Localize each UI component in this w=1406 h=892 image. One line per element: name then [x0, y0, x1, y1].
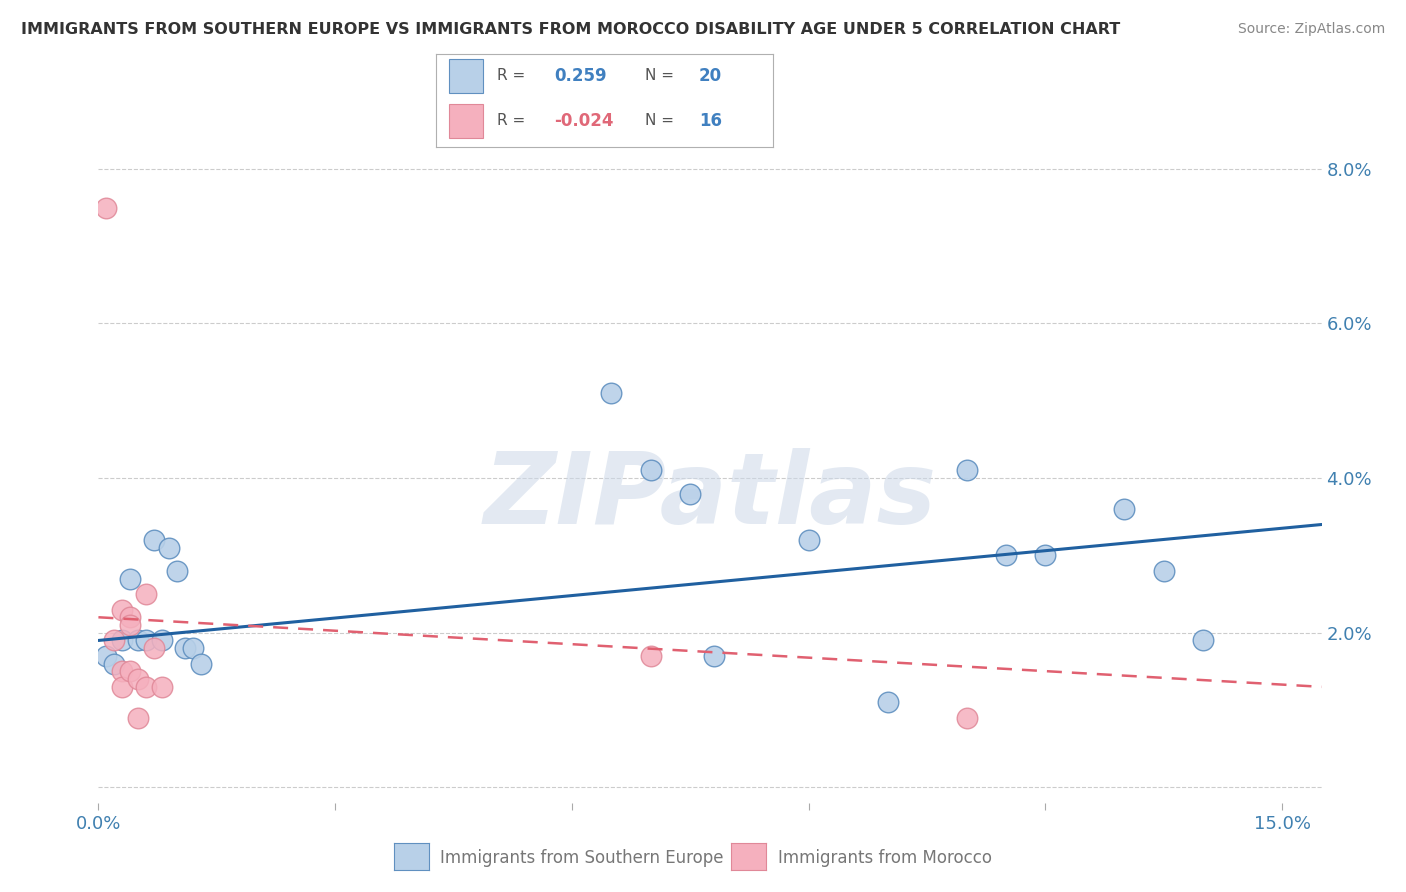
Point [135, 680, 157, 694]
Point [111, 665, 134, 679]
Point [96, 648, 118, 663]
Point [142, 641, 165, 656]
Point [127, 633, 149, 648]
Point [703, 648, 725, 663]
Point [135, 587, 157, 601]
Point [174, 641, 197, 656]
Text: N =: N = [645, 113, 673, 128]
Point [600, 386, 623, 401]
Text: R =: R = [496, 113, 524, 128]
Point [111, 602, 134, 616]
Point [1035, 549, 1057, 563]
Point [159, 541, 181, 555]
Point [127, 672, 149, 686]
Point [955, 711, 977, 725]
Bar [450, 104, 484, 138]
Point [118, 572, 141, 586]
Point [876, 695, 898, 709]
Point [118, 610, 141, 624]
Text: IMMIGRANTS FROM SOUTHERN EUROPE VS IMMIGRANTS FROM MOROCCO DISABILITY AGE UNDER : IMMIGRANTS FROM SOUTHERN EUROPE VS IMMIG… [21, 22, 1121, 37]
Text: N =: N = [645, 69, 673, 84]
Point [679, 486, 702, 500]
Point [640, 463, 662, 477]
Text: -0.024: -0.024 [554, 112, 613, 130]
Point [181, 641, 204, 656]
Point [118, 618, 141, 632]
Point [166, 564, 188, 578]
Text: 16: 16 [699, 112, 723, 130]
Point [150, 633, 173, 648]
Point [142, 533, 165, 547]
Point [1153, 564, 1175, 578]
Text: 20: 20 [699, 67, 723, 85]
Text: ZIPatlas: ZIPatlas [484, 448, 936, 545]
Point [127, 711, 149, 725]
Point [190, 657, 212, 671]
Point [955, 463, 977, 477]
Point [111, 680, 134, 694]
Point [1114, 502, 1136, 516]
Y-axis label: Disability Age Under 5: Disability Age Under 5 [0, 354, 8, 556]
Text: 0.259: 0.259 [554, 67, 606, 85]
Point [1192, 633, 1215, 648]
Point [118, 665, 141, 679]
Point [103, 657, 125, 671]
Point [103, 633, 125, 648]
Point [96, 201, 118, 215]
Point [135, 633, 157, 648]
Point [111, 633, 134, 648]
Text: Source: ZipAtlas.com: Source: ZipAtlas.com [1237, 22, 1385, 37]
Point [640, 648, 662, 663]
Point [797, 533, 820, 547]
Point [994, 549, 1017, 563]
Text: Immigrants from Morocco: Immigrants from Morocco [778, 849, 991, 867]
Point [150, 680, 173, 694]
Text: Immigrants from Southern Europe: Immigrants from Southern Europe [440, 849, 724, 867]
Text: R =: R = [496, 69, 524, 84]
Bar [450, 59, 484, 93]
